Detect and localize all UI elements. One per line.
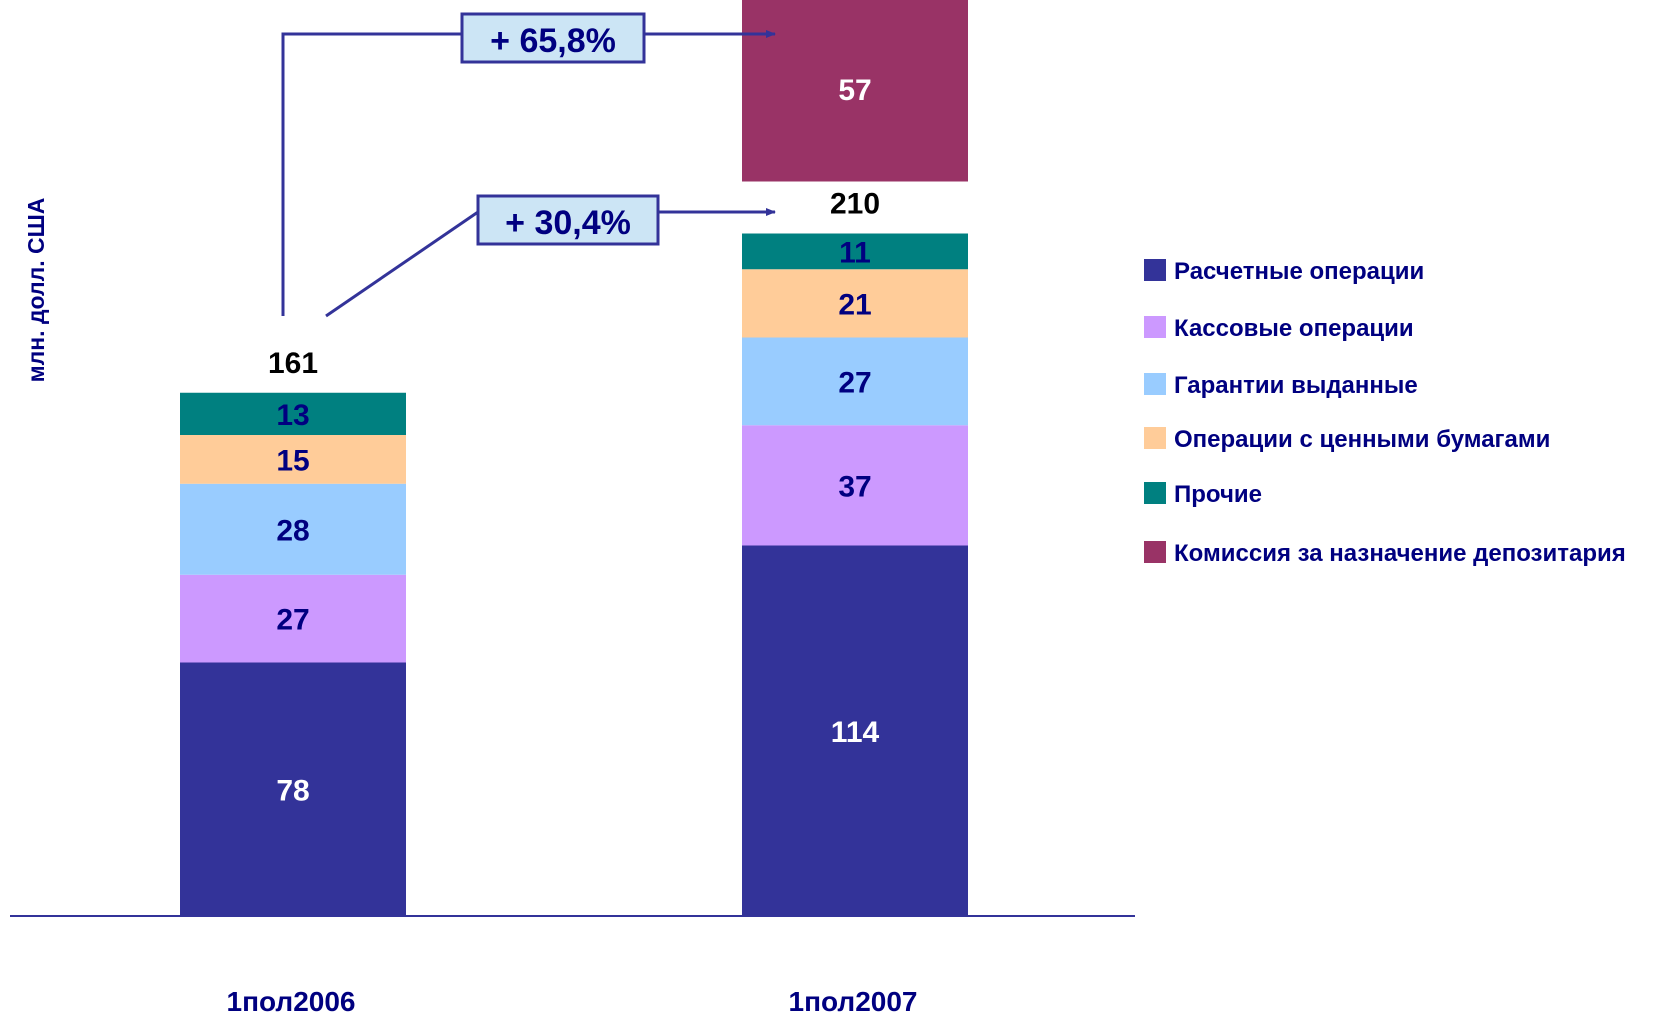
legend-swatch (1144, 482, 1166, 504)
legend-label: Кассовые операции (1174, 315, 1414, 342)
data-label: 27 (276, 604, 309, 637)
bar-segment (742, 233, 968, 270)
data-label: 78 (276, 774, 309, 807)
legend-swatch (1144, 259, 1166, 281)
y-axis-title: млн. долл. США (23, 198, 49, 383)
bar-segment (742, 337, 968, 426)
bar-segment (180, 392, 406, 435)
legend-label: Расчетные операции (1174, 258, 1424, 285)
growth-connector-30-4 (325, 210, 479, 318)
growth-box-30-4 (476, 194, 660, 246)
legend-label: Гарантии выданные (1174, 372, 1418, 399)
data-label: 13 (276, 399, 309, 432)
growth-box-65-8 (460, 12, 646, 64)
total-label: 210 (830, 188, 880, 221)
data-label: 11 (839, 236, 871, 269)
data-label: 114 (831, 716, 880, 749)
bar-segment (180, 662, 406, 916)
growth-label-65-8: + 65,8% (490, 22, 616, 60)
legend-label: Прочие (1174, 481, 1262, 508)
bar-segment (742, 0, 968, 182)
data-label: 57 (838, 74, 871, 107)
growth-connector-65-8 (281, 32, 462, 316)
legend-swatch (1144, 373, 1166, 395)
data-label: 37 (838, 470, 871, 503)
category-label-1pol2007: 1пол2007 (789, 986, 918, 1017)
bar-segment (180, 483, 406, 575)
legend-label: Операции с ценными бумагами (1174, 426, 1550, 453)
totals-layer: 161210267 (268, 188, 880, 380)
legend: Расчетные операции Кассовые операции Гаран… (1144, 258, 1626, 567)
bars-layer: 78 27 28 15 13 114 37 27 21 11 57 (180, 0, 968, 916)
category-label-1pol2006: 1пол2006 (227, 986, 356, 1017)
legend-swatch (1144, 541, 1166, 563)
data-label: 15 (276, 444, 309, 477)
bar-segment (742, 545, 968, 916)
legend-swatch (1144, 316, 1166, 338)
data-label: 28 (276, 514, 309, 547)
legend-label: Комиссия за назначение депозитария (1174, 540, 1626, 567)
bar-segment (742, 425, 968, 546)
bar-segment (180, 435, 406, 484)
bar-segment (742, 269, 968, 338)
total-label: 161 (268, 347, 318, 380)
data-label: 21 (838, 288, 871, 321)
bar-segment (180, 574, 406, 663)
growth-label-30-4: + 30,4% (505, 204, 631, 242)
data-label: 27 (838, 366, 871, 399)
legend-swatch (1144, 427, 1166, 449)
